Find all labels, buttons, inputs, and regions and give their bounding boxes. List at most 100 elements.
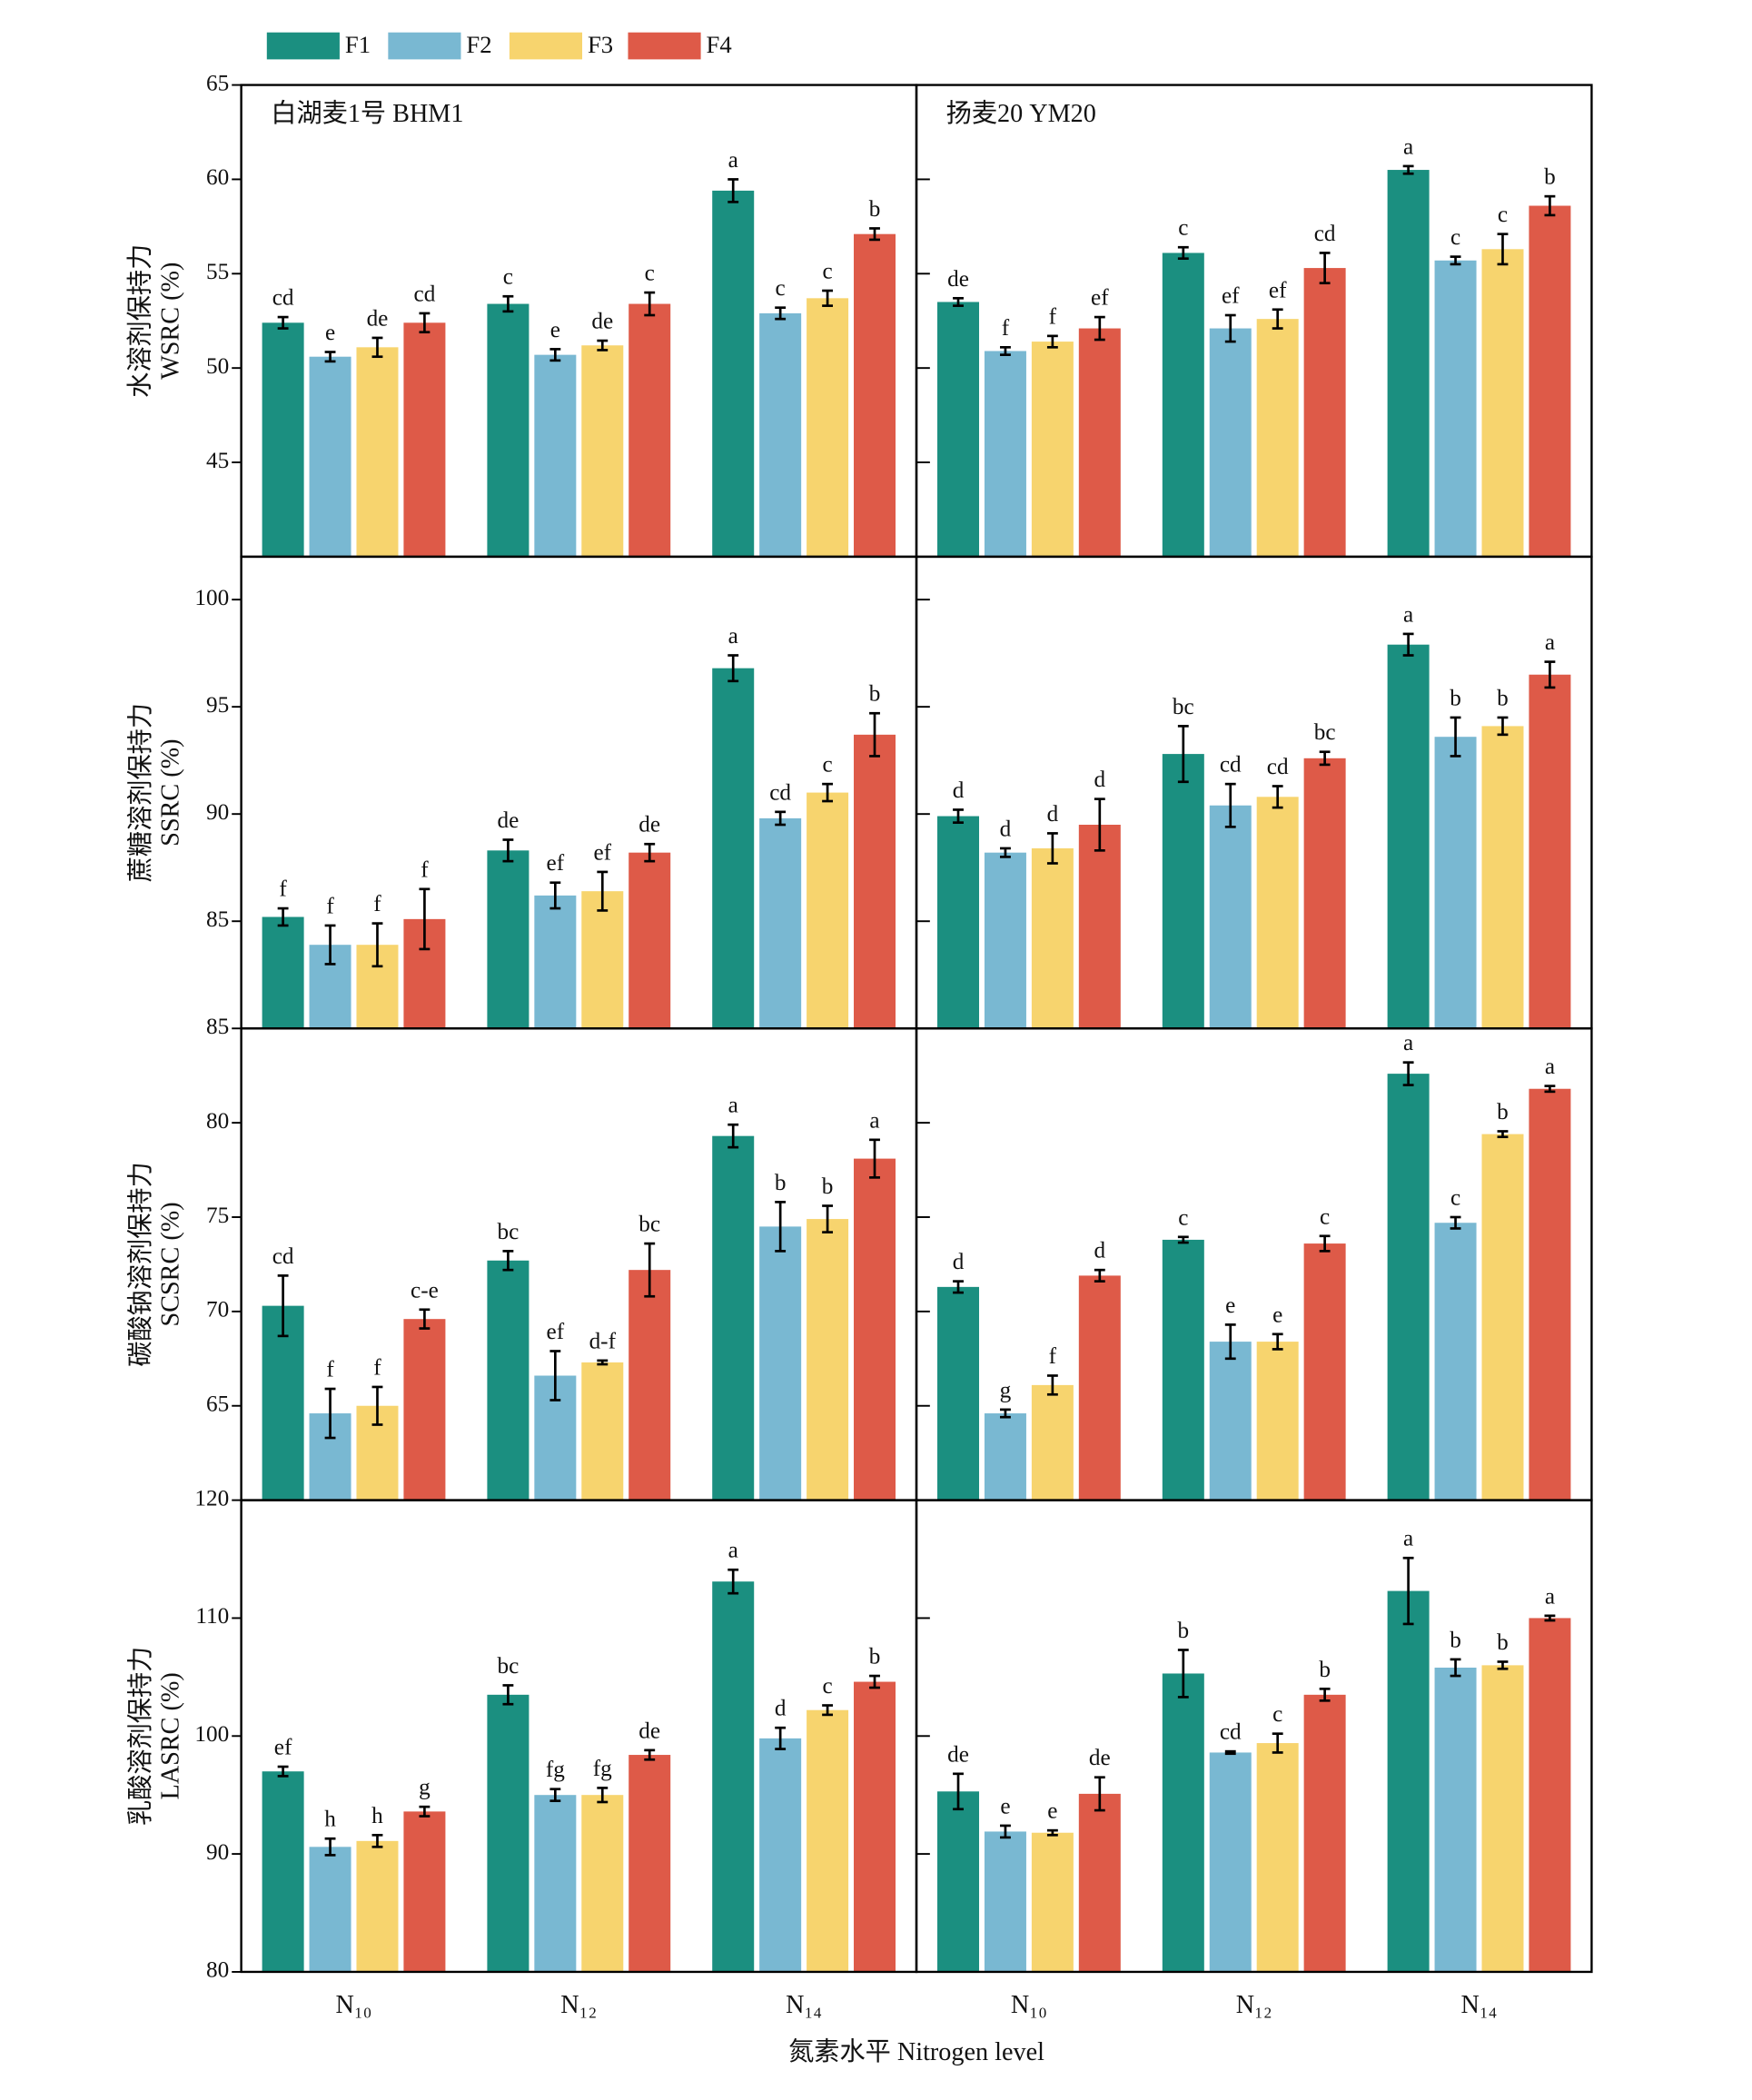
y-tick-label: 90 xyxy=(206,800,229,825)
bar xyxy=(1434,1223,1477,1501)
significance-letter: cd xyxy=(769,780,791,805)
significance-letter: cd xyxy=(1220,753,1242,778)
significance-letter: c xyxy=(1178,216,1188,241)
bar xyxy=(712,190,755,557)
significance-letter: a xyxy=(869,1108,879,1133)
significance-letter: g xyxy=(1000,1378,1012,1402)
significance-letter: a xyxy=(1403,602,1413,627)
significance-letter: cd xyxy=(272,286,294,311)
significance-letter: c xyxy=(1272,1702,1282,1727)
y-tick-label: 80 xyxy=(206,1958,229,1983)
legend-label: F4 xyxy=(707,31,732,58)
significance-letter: de xyxy=(367,306,389,331)
significance-letter: de xyxy=(1089,1746,1111,1770)
panel-title: 白湖麦1号 BHM1 xyxy=(271,99,463,128)
bar xyxy=(487,1694,530,1972)
y-tick-label: 45 xyxy=(206,449,229,473)
y-tick-label: 60 xyxy=(206,165,229,190)
bar xyxy=(937,1791,980,1972)
panel-title: 扬麦20 YM20 xyxy=(946,99,1096,128)
significance-letter: cd xyxy=(1220,1720,1242,1745)
significance-letter: c xyxy=(822,1674,832,1699)
bar xyxy=(1481,1134,1524,1501)
significance-letter: h xyxy=(324,1808,336,1832)
bar xyxy=(581,891,624,1029)
significance-letter: ef xyxy=(1269,278,1287,302)
bar xyxy=(1303,758,1346,1029)
bar xyxy=(854,1681,896,1972)
bar xyxy=(854,233,896,557)
significance-letter: fg xyxy=(593,1757,612,1781)
bar xyxy=(807,298,849,557)
significance-letter: e xyxy=(325,321,335,345)
significance-letter: e xyxy=(1047,1799,1057,1824)
legend-swatch xyxy=(266,32,340,60)
significance-letter: f xyxy=(1049,304,1057,329)
significance-letter: b xyxy=(869,197,881,222)
significance-letter: ef xyxy=(1091,286,1109,311)
y-axis-label: SSRC (%) xyxy=(156,738,184,846)
y-tick-label: 110 xyxy=(195,1604,229,1629)
significance-letter: e xyxy=(550,318,560,342)
bar xyxy=(1303,1243,1346,1501)
y-tick-label: 90 xyxy=(206,1840,229,1865)
bar xyxy=(1209,1752,1252,1972)
significance-letter: f xyxy=(279,877,287,902)
legend-label: F3 xyxy=(588,31,613,58)
bar xyxy=(712,1581,755,1972)
bar xyxy=(759,1738,802,1972)
x-tick-label: N₁₄ xyxy=(1461,1991,1498,2019)
bar xyxy=(581,345,624,557)
bar xyxy=(1256,1743,1299,1972)
bar xyxy=(1209,328,1252,557)
significance-letter: bc xyxy=(1314,720,1336,745)
significance-letter: a xyxy=(1545,1055,1555,1079)
bar xyxy=(1481,726,1524,1029)
significance-letter: c xyxy=(1320,1204,1330,1229)
bar xyxy=(629,1755,671,1972)
bar xyxy=(1078,824,1121,1029)
significance-letter: b xyxy=(1450,1628,1461,1652)
significance-letter: ef xyxy=(1222,283,1240,308)
bar xyxy=(629,303,671,557)
bar xyxy=(534,354,577,557)
bar xyxy=(937,1286,980,1501)
legend-swatch xyxy=(388,32,461,60)
significance-letter: d xyxy=(1000,817,1012,841)
legend-swatch xyxy=(628,32,701,60)
significance-letter: a xyxy=(728,1539,738,1563)
bar xyxy=(1209,805,1252,1029)
bar xyxy=(1481,1665,1524,1972)
significance-letter: de xyxy=(638,813,660,837)
y-axis-label: LASRC (%) xyxy=(156,1672,184,1799)
bar xyxy=(854,1158,896,1501)
significance-letter: e xyxy=(1225,1293,1235,1318)
x-axis-label: 氮素水平 Nitrogen level xyxy=(788,2037,1044,2066)
bar xyxy=(1162,1673,1204,1972)
bar xyxy=(356,1840,399,1972)
bar xyxy=(1303,268,1346,557)
significance-letter: c xyxy=(1498,203,1508,227)
bar xyxy=(487,303,530,557)
bar xyxy=(984,1413,1026,1501)
bar xyxy=(356,347,399,557)
significance-letter: bc xyxy=(638,1213,660,1237)
significance-letter: c xyxy=(645,262,655,286)
bar xyxy=(1256,319,1299,557)
bar xyxy=(759,312,802,557)
significance-letter: d xyxy=(775,1697,787,1721)
significance-letter: d xyxy=(1094,1239,1106,1263)
significance-letter: f xyxy=(421,857,429,882)
significance-letter: a xyxy=(1403,1031,1413,1055)
significance-letter: f xyxy=(1049,1344,1057,1369)
significance-letter: c-e xyxy=(411,1278,439,1303)
significance-letter: f xyxy=(373,1355,381,1380)
bar xyxy=(1434,1667,1477,1972)
bar xyxy=(937,816,980,1029)
bar xyxy=(1031,1832,1074,1972)
significance-letter: cd xyxy=(1314,222,1336,246)
significance-letter: f xyxy=(326,1358,334,1382)
y-tick-label: 80 xyxy=(206,1109,229,1134)
significance-letter: de xyxy=(591,310,613,334)
